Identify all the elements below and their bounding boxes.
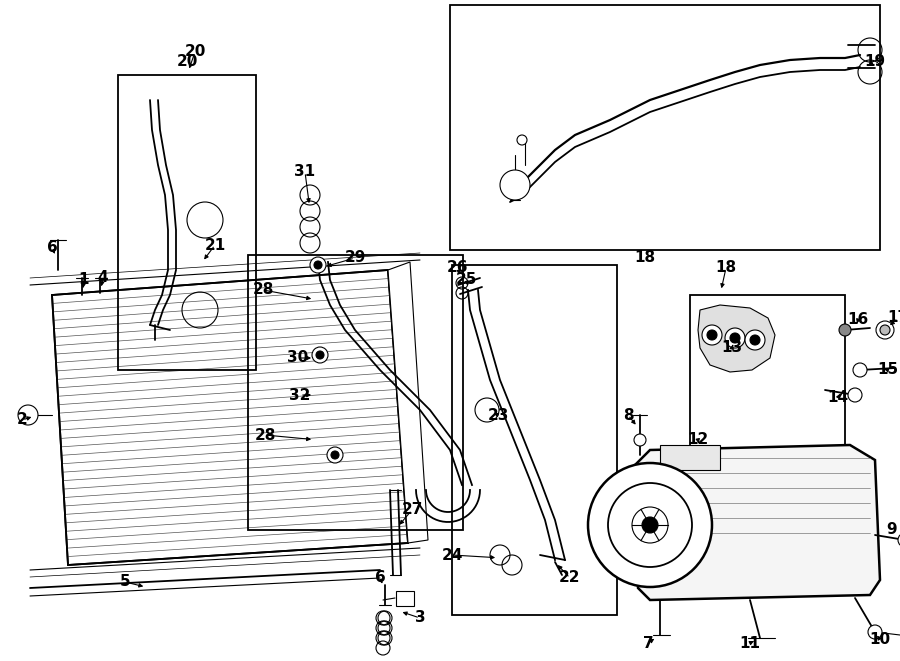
Circle shape [730, 333, 740, 343]
Text: 13: 13 [722, 340, 742, 356]
Bar [118, 75, 256, 370]
Text: 30: 30 [287, 350, 309, 366]
Circle shape [750, 335, 760, 345]
Circle shape [839, 324, 851, 336]
Circle shape [517, 135, 527, 145]
Text: 12: 12 [688, 432, 708, 447]
Text: 28: 28 [255, 428, 275, 442]
Text: 20: 20 [184, 44, 206, 59]
Circle shape [707, 330, 717, 340]
Circle shape [868, 625, 882, 639]
Text: 16: 16 [848, 313, 868, 327]
Text: 4: 4 [98, 270, 108, 286]
Circle shape [316, 351, 324, 359]
Text: 21: 21 [204, 237, 226, 253]
Circle shape [632, 507, 668, 543]
Text: 26: 26 [447, 260, 469, 276]
Text: 17: 17 [887, 311, 900, 325]
Polygon shape [52, 270, 408, 565]
Text: 20: 20 [176, 54, 198, 69]
Circle shape [898, 533, 900, 547]
Circle shape [312, 347, 328, 363]
Text: 27: 27 [401, 502, 423, 518]
Text: 18: 18 [634, 251, 655, 266]
Text: 22: 22 [559, 570, 580, 586]
Bar [690, 295, 845, 470]
Text: 28: 28 [252, 282, 274, 297]
Text: 29: 29 [345, 251, 365, 266]
Text: 15: 15 [878, 362, 898, 377]
Text: 11: 11 [740, 635, 760, 650]
Text: 2: 2 [16, 412, 27, 428]
Text: 7: 7 [643, 635, 653, 650]
Bar [660, 445, 720, 470]
Circle shape [745, 330, 765, 350]
Circle shape [725, 328, 745, 348]
Text: 3: 3 [415, 611, 426, 625]
Circle shape [327, 447, 343, 463]
Circle shape [331, 451, 339, 459]
Polygon shape [635, 445, 880, 600]
Circle shape [642, 517, 658, 533]
Polygon shape [698, 305, 775, 372]
Text: 31: 31 [294, 165, 316, 180]
Text: 1: 1 [79, 272, 89, 288]
Circle shape [853, 363, 867, 377]
Text: 25: 25 [455, 272, 477, 288]
Circle shape [310, 257, 326, 273]
Text: 9: 9 [886, 522, 897, 537]
Text: 14: 14 [827, 391, 849, 405]
Circle shape [500, 170, 530, 200]
Circle shape [608, 483, 692, 567]
Text: 8: 8 [623, 407, 634, 422]
Circle shape [18, 405, 38, 425]
Polygon shape [388, 262, 428, 543]
Text: 23: 23 [487, 407, 508, 422]
Bar [396, 591, 414, 606]
Circle shape [880, 325, 890, 335]
Text: 6: 6 [374, 570, 385, 586]
Circle shape [702, 325, 722, 345]
Circle shape [588, 463, 712, 587]
Text: 10: 10 [869, 633, 891, 648]
Text: 18: 18 [716, 260, 736, 276]
Circle shape [848, 388, 862, 402]
Text: 5: 5 [120, 574, 130, 590]
Bar [248, 255, 463, 530]
Bar [452, 265, 617, 615]
Text: 19: 19 [864, 54, 886, 69]
Circle shape [634, 434, 646, 446]
Text: 24: 24 [441, 547, 463, 563]
Circle shape [314, 261, 322, 269]
Bar [450, 5, 880, 250]
Text: 6: 6 [47, 241, 58, 256]
Text: 32: 32 [289, 387, 310, 403]
